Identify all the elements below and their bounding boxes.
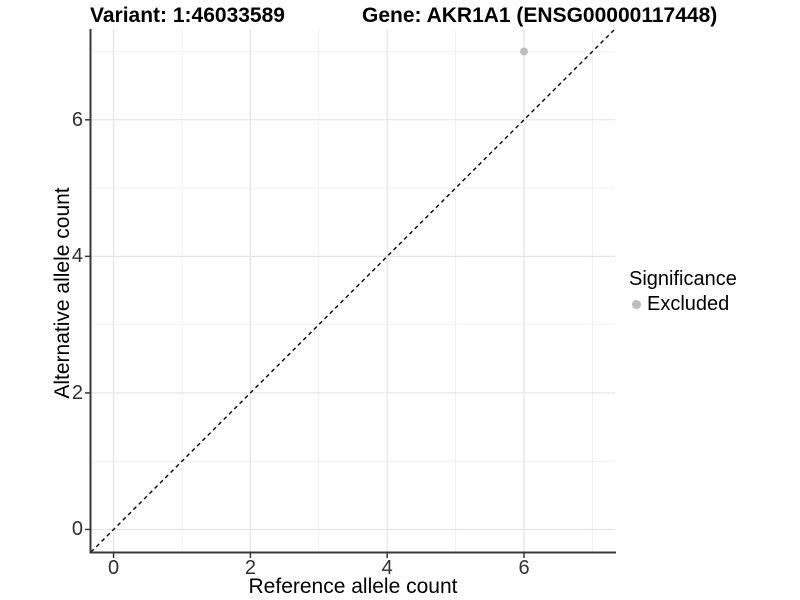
x-tick-label: 4 (381, 557, 393, 579)
excluded-point-swatch (632, 300, 641, 309)
y-axis-title: Alternative allele count (51, 187, 74, 399)
y-tick-label: 6 (71, 108, 83, 131)
variant-title: Variant: 1:46033589 (90, 4, 285, 27)
y-tick-label: 0 (71, 518, 83, 541)
grid-major-lines (91, 29, 615, 552)
y-tick-label: 2 (71, 381, 83, 404)
x-tick-label: 0 (108, 557, 120, 579)
axis-lines (89, 29, 616, 554)
x-tick-label: 6 (518, 557, 530, 579)
identity-dashed-line (90, 28, 616, 553)
gene-title: Gene: AKR1A1 (ENSG00000117448) (362, 4, 718, 27)
legend-entry-label: Excluded (647, 293, 730, 315)
data-point (520, 47, 529, 56)
x-axis-title: Reference allele count (248, 575, 458, 598)
y-tick-label: 4 (71, 245, 83, 268)
data-points (520, 47, 529, 56)
legend: Significance Excluded (629, 268, 737, 316)
x-tick-label: 2 (244, 557, 256, 579)
legend-title: Significance (629, 268, 737, 290)
axis-tick-marks (85, 119, 525, 558)
legend-entry-excluded: Excluded (629, 293, 737, 316)
